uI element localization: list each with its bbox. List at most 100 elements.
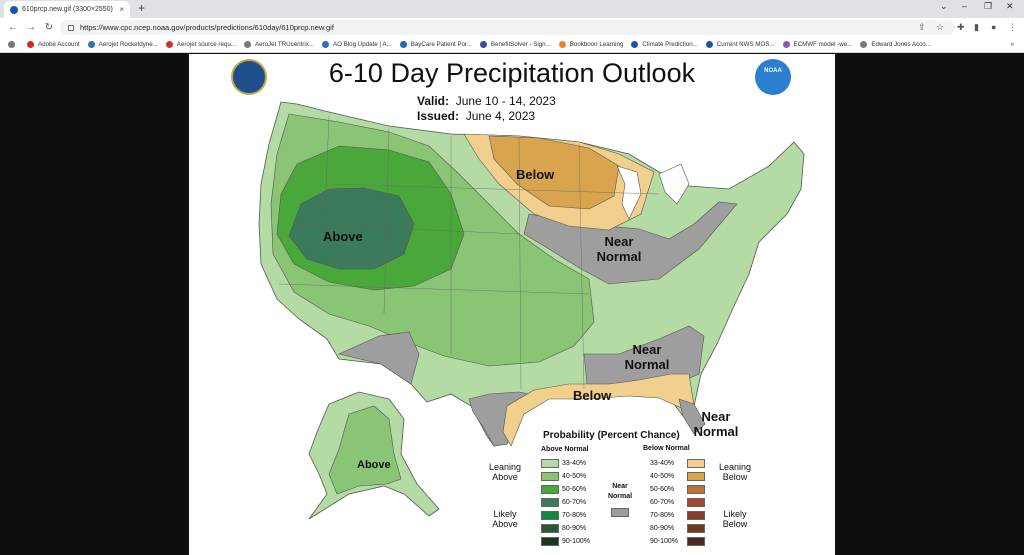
legend-swatch	[687, 498, 705, 507]
tab-close-icon[interactable]: ×	[119, 5, 124, 14]
legend-swatch	[687, 472, 705, 481]
noaa-logo-icon	[755, 59, 791, 95]
legend-range-label: 50-60%	[562, 486, 587, 493]
minimize-icon[interactable]: –	[962, 1, 968, 11]
restore-icon[interactable]: ❐	[984, 1, 993, 11]
browser-toolbar: ← → ↻ https://www.cpc.ncep.noaa.gov/prod…	[0, 18, 1024, 37]
reload-icon[interactable]: ↻	[44, 22, 54, 33]
legend-range-label: 70-80%	[650, 512, 675, 519]
bookmark-item[interactable]: Aerojet Rocketdyne...	[87, 41, 158, 48]
legend-range-label: 40-50%	[650, 473, 675, 480]
legend-range-label: 33-40%	[650, 460, 675, 467]
address-bar[interactable]: https://www.cpc.ncep.noaa.gov/products/p…	[60, 20, 955, 35]
new-tab-button[interactable]: +	[138, 1, 146, 15]
below-40-50-zone	[488, 135, 620, 210]
label-above-west: Above	[323, 229, 363, 244]
legend-range-label: 70-80%	[562, 512, 587, 519]
legend-below-header: Below Normal	[643, 445, 690, 452]
bookmark-star-icon[interactable]: ☆	[936, 22, 945, 32]
legend-near-normal-swatch	[611, 508, 629, 517]
label-below-north: Below	[516, 167, 555, 182]
legend-below-row: 90-100%	[647, 537, 705, 546]
label-below-gulf: Below	[573, 388, 612, 403]
legend-below-row: 70-80%	[647, 511, 705, 520]
legend-leaning-above: Leaning Above	[488, 462, 522, 482]
legend-swatch	[541, 537, 559, 546]
bookmark-item[interactable]: Aerojet source requ...	[165, 41, 236, 48]
bookmarks-bar: Adobe Account Aerojet Rocketdyne... Aero…	[0, 37, 1024, 53]
close-window-icon[interactable]: ✕	[1006, 1, 1014, 11]
label-near-normal-central: Near Normal	[596, 234, 642, 264]
browser-tab[interactable]: 610prcp.new.gif (3300×2550) ×	[4, 1, 130, 18]
bookmarks-more-icon[interactable]: »	[1010, 41, 1014, 48]
legend-title: Probability (Percent Chance)	[543, 430, 680, 441]
page-title: 6-10 Day Precipitation Outlook	[328, 58, 696, 88]
great-lakes	[616, 163, 690, 220]
legend-above-row: 60-70%	[541, 498, 599, 507]
outlook-image: NOAA 6-10 Day Precipitation Outlook Vali…	[189, 54, 835, 555]
legend-above-row: 90-100%	[541, 537, 599, 546]
legend-leaning-below: Leaning Below	[718, 462, 752, 482]
legend-likely-above: Likely Above	[492, 509, 518, 529]
legend-swatch	[687, 485, 705, 494]
url-text: https://www.cpc.ncep.noaa.gov/products/p…	[80, 23, 334, 32]
legend-above-row: 80-90%	[541, 524, 599, 533]
bookmark-item[interactable]: Climate Prediction...	[631, 41, 698, 48]
forward-icon[interactable]: →	[26, 22, 36, 33]
bookmark-item[interactable]: Adobe Account	[27, 41, 80, 48]
precipitation-map	[258, 101, 805, 520]
legend-swatch	[541, 511, 559, 520]
legend-below-row: 33-40%	[647, 459, 705, 468]
tab-title: 610prcp.new.gif (3300×2550)	[22, 6, 113, 13]
legend-above-row: 33-40%	[541, 459, 599, 468]
state-borders	[278, 115, 660, 390]
menu-icon[interactable]: ⋮	[1008, 22, 1017, 32]
legend-swatch	[541, 472, 559, 481]
legend-range-label: 33-40%	[562, 460, 587, 467]
noaa-logo-text: NOAA	[764, 68, 782, 74]
valid-dates: Valid: June 10 - 14, 2023	[417, 94, 556, 108]
label-above-alaska: Above	[357, 459, 391, 471]
legend-range-label: 90-100%	[562, 538, 591, 545]
commerce-seal-icon	[231, 59, 267, 95]
near-normal-florida-zone	[678, 398, 706, 435]
legend-below-row: 50-60%	[647, 485, 705, 494]
legend-above-row: 70-80%	[541, 511, 599, 520]
share-icon[interactable]: ⇪	[918, 22, 926, 32]
lock-icon[interactable]	[68, 24, 74, 31]
bookmark-item[interactable]: AO Blog Update | A...	[321, 41, 392, 48]
legend-likely-below: Likely Below	[722, 509, 748, 529]
bookmark-apps-icon[interactable]	[8, 41, 19, 48]
legend-swatch	[687, 524, 705, 533]
legend-below-row: 80-90%	[647, 524, 705, 533]
back-icon[interactable]: ←	[8, 22, 18, 33]
legend-range-label: 60-70%	[650, 499, 675, 506]
tab-search-chevron-icon[interactable]: ⌄	[940, 1, 948, 11]
legend-above-row: 50-60%	[541, 485, 599, 494]
extensions-icon[interactable]: ✚	[957, 22, 965, 32]
legend-above-row: 40-50%	[541, 472, 599, 481]
legend-swatch	[541, 524, 559, 533]
noaa-favicon-icon	[10, 5, 18, 14]
issued-date: Issued: June 4, 2023	[417, 109, 536, 123]
legend-near-normal-label: Near Normal	[607, 483, 633, 500]
legend-below-row: 40-50%	[647, 472, 705, 481]
above-60-70-zone	[288, 187, 415, 270]
legend-swatch	[541, 485, 559, 494]
bookmark-item[interactable]: Bookboon Learning	[558, 41, 623, 48]
legend-below-row: 60-70%	[647, 498, 705, 507]
legend-range-label: 60-70%	[562, 499, 587, 506]
legend-swatch	[687, 511, 705, 520]
alaska-above-zone	[328, 405, 402, 495]
bookmark-item[interactable]: Edward Jones Acco...	[860, 41, 931, 48]
legend-range-label: 80-90%	[562, 525, 587, 532]
legend-range-label: 50-60%	[650, 486, 675, 493]
near-normal-central-zone	[523, 201, 738, 285]
profile-icon[interactable]: ●	[991, 22, 997, 32]
side-panel-icon[interactable]: ▮	[974, 22, 979, 32]
bookmark-item[interactable]: BenefitSolver - Sign...	[479, 41, 551, 48]
bookmark-item[interactable]: Current NWS MOS...	[705, 41, 775, 48]
bookmark-item[interactable]: AeroJet TRUcentrix...	[243, 41, 314, 48]
bookmark-item[interactable]: BayCare Patient Por...	[399, 41, 472, 48]
bookmark-item[interactable]: ECMWF model -we...	[782, 41, 852, 48]
